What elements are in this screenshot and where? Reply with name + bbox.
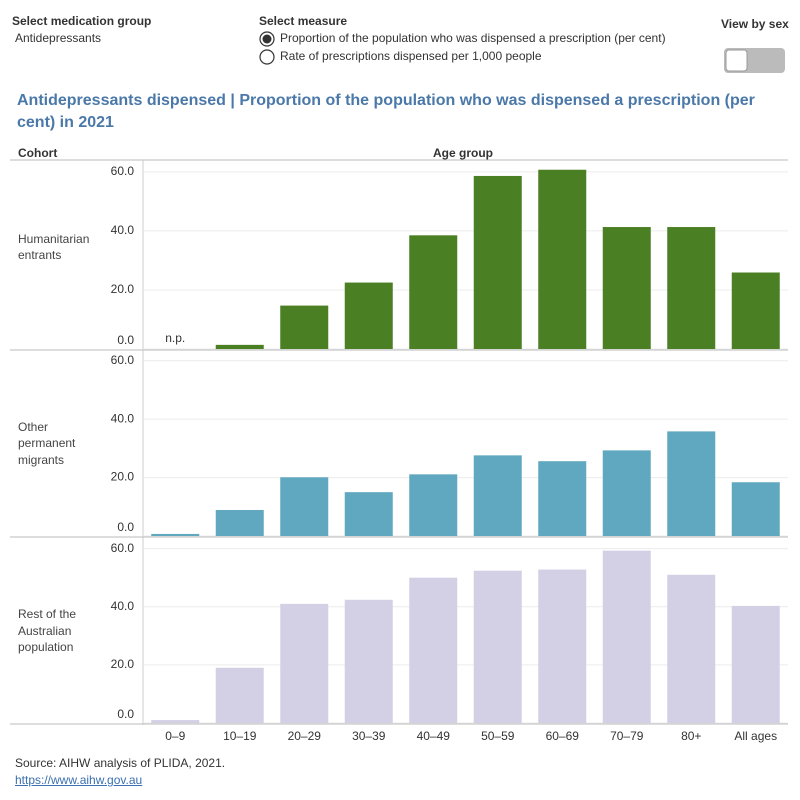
bar — [280, 603, 329, 723]
x-tick-label: 80+ — [681, 729, 701, 743]
bar — [344, 599, 393, 723]
control-label: View by sex — [721, 17, 789, 31]
bar — [344, 492, 393, 536]
bar — [151, 720, 200, 723]
bar — [667, 431, 716, 536]
column-header: Age group — [433, 146, 493, 160]
x-tick-label: 50–59 — [481, 729, 515, 743]
radio[interactable] — [259, 49, 275, 65]
bar — [538, 569, 587, 723]
x-tick-label: 70–79 — [610, 729, 644, 743]
bar — [344, 282, 393, 349]
y-tick-label: 0.0 — [117, 707, 134, 721]
bar — [731, 605, 780, 723]
y-tick-label: 40.0 — [111, 599, 135, 613]
bar — [409, 235, 458, 349]
x-tick-label: All ages — [734, 729, 777, 743]
y-tick-label: 60.0 — [111, 353, 135, 367]
bar — [473, 455, 522, 536]
y-tick-label: 20.0 — [111, 282, 135, 296]
bar — [538, 169, 587, 349]
x-tick-label: 40–49 — [417, 729, 451, 743]
bar — [602, 550, 651, 723]
radio-dot — [262, 34, 272, 44]
bar — [538, 461, 587, 536]
control-label: Select measure — [259, 14, 347, 28]
cohort-label: Rest of the Australian population — [18, 607, 77, 654]
x-tick-label: 10–19 — [223, 729, 257, 743]
y-tick-label: 40.0 — [111, 411, 135, 425]
value-label: n.p. — [165, 331, 185, 345]
source: Source: AIHW analysis of PLIDA, 2021. — [15, 756, 226, 770]
radio-label: Rate of prescriptions dispensed per 1,00… — [280, 49, 542, 63]
x-tick-label: 30–39 — [352, 729, 386, 743]
x-tick-label: 0–9 — [165, 729, 185, 743]
y-tick-label: 0.0 — [117, 333, 134, 347]
control-value[interactable]: Antidepressants — [15, 31, 101, 45]
x-tick-label: 60–69 — [546, 729, 580, 743]
toggle-knob — [725, 49, 748, 72]
bar — [409, 474, 458, 536]
bar — [667, 574, 716, 723]
control-label: Select medication group — [12, 14, 151, 28]
bar — [731, 482, 780, 536]
bar — [731, 272, 780, 349]
x-tick-label: 20–29 — [288, 729, 322, 743]
y-tick-label: 0.0 — [117, 520, 134, 534]
y-tick-label: 40.0 — [111, 223, 135, 237]
bar — [602, 450, 651, 536]
bar — [151, 533, 200, 536]
link[interactable]: https://www.aihw.gov.au — [15, 773, 143, 787]
y-tick-label: 60.0 — [111, 541, 135, 555]
bar — [215, 509, 264, 536]
cohort-label: Other permanent migrants — [18, 419, 76, 467]
bar — [280, 477, 329, 536]
y-tick-label: 60.0 — [111, 164, 135, 178]
bar — [667, 227, 716, 349]
bar — [409, 577, 458, 723]
bar — [602, 227, 651, 349]
bar — [473, 570, 522, 723]
bar — [215, 344, 264, 349]
bar — [215, 667, 264, 723]
bar — [280, 305, 329, 349]
chart-title: Antidepressants dispensed | Proportion o… — [17, 92, 755, 131]
row-header: Cohort — [18, 146, 57, 160]
bar — [473, 175, 522, 349]
y-tick-label: 20.0 — [111, 470, 135, 484]
cohort-label: Humanitarian entrants — [18, 231, 90, 263]
radio-label: Proportion of the population who was dis… — [280, 31, 666, 45]
y-tick-label: 20.0 — [111, 657, 135, 671]
